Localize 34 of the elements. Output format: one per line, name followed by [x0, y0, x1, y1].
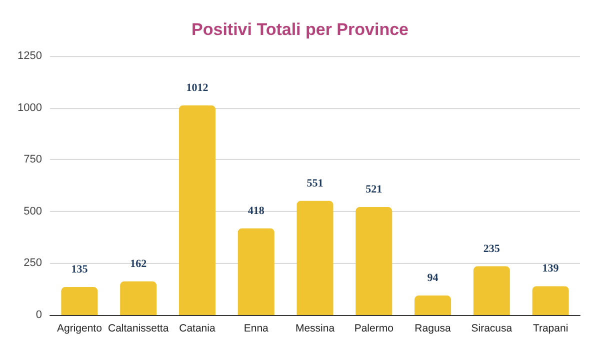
y-tick-label: 0 — [36, 309, 42, 321]
bar — [238, 228, 274, 315]
x-tick-label: Trapani — [532, 322, 568, 334]
bar — [296, 200, 334, 315]
data-label: 162 — [130, 258, 148, 270]
bar — [414, 296, 452, 315]
data-label: 418 — [248, 204, 265, 217]
data-label: 139 — [542, 262, 560, 275]
x-tick-label: Palermo — [354, 322, 394, 334]
x-tick-label: Agrigento — [56, 322, 102, 334]
y-tick-label: 1000 — [18, 102, 42, 114]
data-label: 521 — [366, 184, 382, 196]
x-tick-label: Messina — [295, 322, 335, 334]
data-label: 135 — [71, 264, 88, 276]
x-tick-label: Caltanissetta — [108, 322, 169, 334]
y-tick-label: 500 — [24, 205, 42, 218]
x-tick-label: Ragusa — [414, 322, 452, 334]
data-label: 551 — [306, 177, 324, 190]
x-tick-label: Catania — [179, 322, 216, 334]
bar — [356, 207, 392, 315]
y-tick-label: 1250 — [18, 50, 42, 62]
bar — [178, 105, 216, 315]
x-tick-label: Siracusa — [471, 322, 512, 334]
bar — [120, 281, 157, 315]
data-label: 235 — [483, 242, 500, 255]
bar — [473, 266, 510, 315]
bar — [61, 287, 98, 315]
data-label: 1012 — [186, 82, 209, 94]
x-tick-label: Enna — [244, 322, 269, 334]
y-tick-label: 250 — [24, 257, 42, 270]
bar — [532, 286, 569, 315]
data-label: 94 — [427, 272, 439, 284]
chart-title: Positivi Totali per Province — [192, 20, 408, 39]
y-tick-label: 750 — [24, 154, 42, 166]
